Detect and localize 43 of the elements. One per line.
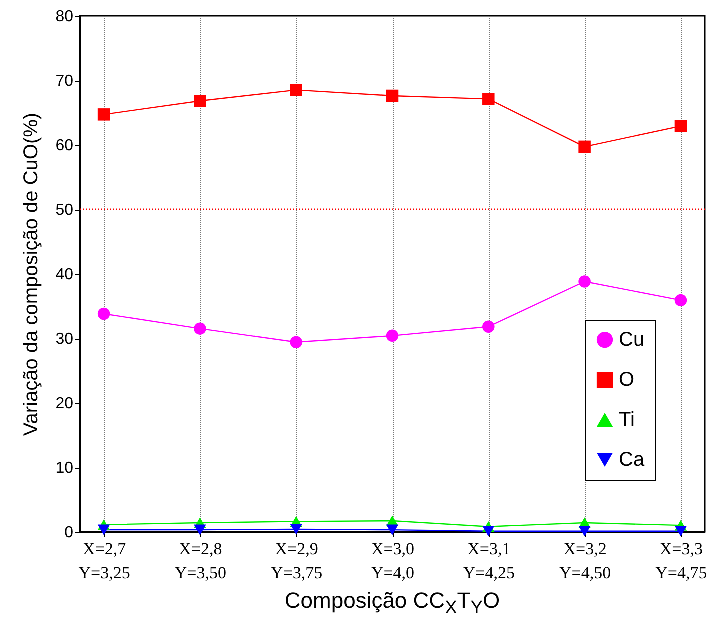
y-tick-label: 50 <box>56 202 74 219</box>
x-tick-label: X=3,2 Y=4,50 <box>559 540 612 582</box>
x-tick-label: X=2,8 Y=3,50 <box>174 540 227 582</box>
point <box>386 524 399 536</box>
y-tick-label: 20 <box>56 396 74 412</box>
x-tick-label: X=2,9 Y=3,75 <box>271 540 323 582</box>
x-tick-label: X=2,7 Y=3,25 <box>78 540 130 582</box>
y-tick-label: 70 <box>56 73 74 90</box>
point <box>482 93 495 106</box>
x-tick-label: X=3,1 Y=4,25 <box>463 540 515 582</box>
point <box>194 95 206 108</box>
point <box>386 330 399 342</box>
y-tick-label: 60 <box>56 138 74 154</box>
y-tick-label: 30 <box>56 331 74 348</box>
point <box>674 120 688 132</box>
legend-label: Ca <box>619 449 646 471</box>
x-tick-label: X=3,3 Y=4,75 <box>656 540 708 582</box>
x-tick-label: X=3,0 Y=4,0 <box>371 540 415 582</box>
y-axis-title: Variação da composição de CuO(%) <box>20 112 43 436</box>
point <box>290 84 302 96</box>
x-axis-title: Composição CC$_{X}$T$_{Y}$O <box>284 588 502 618</box>
legend-label: Cu <box>619 329 645 351</box>
point <box>578 140 591 154</box>
point <box>290 524 302 535</box>
point <box>674 294 688 307</box>
point <box>482 526 495 537</box>
point <box>98 108 110 121</box>
point <box>482 320 495 333</box>
point <box>578 526 591 537</box>
point <box>194 524 206 536</box>
legend-label: Ti <box>619 409 635 431</box>
point <box>98 308 110 320</box>
point <box>194 322 206 335</box>
legend-label: O <box>619 369 635 391</box>
point <box>578 276 591 288</box>
y-tick-label: 40 <box>56 266 74 284</box>
y-tick-label: 80 <box>56 8 74 26</box>
point <box>674 526 688 537</box>
y-tick-label: 10 <box>56 460 74 477</box>
point <box>98 524 110 536</box>
point <box>386 90 399 102</box>
y-tick-label: 0 <box>64 524 74 542</box>
point <box>290 336 302 348</box>
